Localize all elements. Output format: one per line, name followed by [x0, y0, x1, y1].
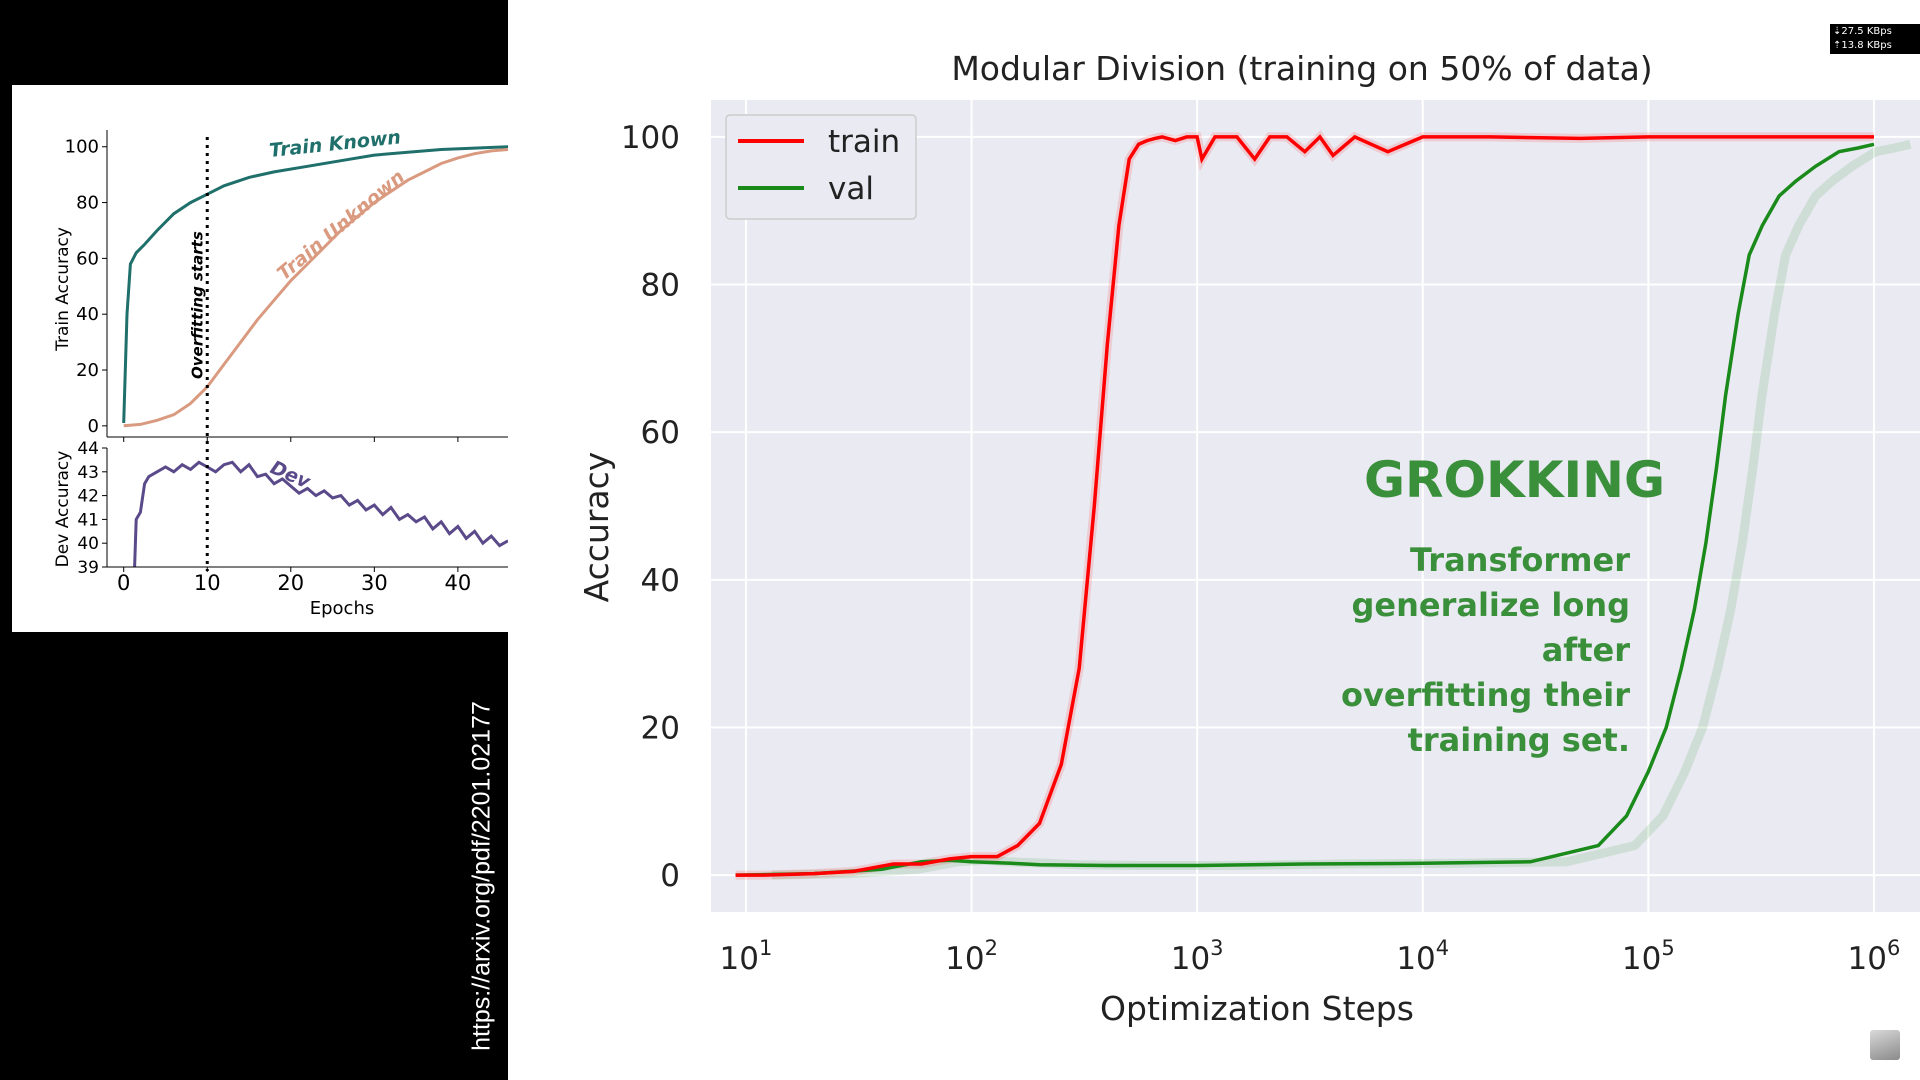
train-accuracy-y-tick-label: 0: [88, 416, 99, 437]
plot-area: [711, 100, 1920, 912]
dev-accuracy-y-tick-label: 44: [77, 439, 99, 459]
x-tick-label-exponent: 4: [1436, 936, 1449, 960]
train-line: [735, 134, 1874, 877]
train-accuracy-y-tick-label: 40: [76, 304, 99, 325]
x-tick-label-base: 10: [1396, 941, 1435, 977]
legend: train val: [725, 114, 917, 220]
x-tick-label: 105: [1622, 936, 1675, 977]
x-tick-label-base: 10: [1171, 941, 1210, 977]
y-axis-label: Accuracy: [577, 452, 616, 603]
grokking-heading: GROKKING: [1364, 451, 1665, 509]
download-speed: ⇣27.5 KBps: [1833, 26, 1892, 37]
network-speed-indicator: ⇣27.5 KBps ⇡13.8 KBps: [1830, 24, 1920, 54]
epochs-x-ticks: 0 10 20 30 40: [117, 567, 471, 595]
y-tick-label: 80: [641, 268, 680, 304]
legend-train-label: train: [828, 124, 900, 160]
dev-accuracy-y-ticks: 39 40 41 42 43 44: [77, 439, 107, 578]
grokking-note-line: overfitting their: [1341, 676, 1630, 714]
x-tick-label-base: 10: [945, 941, 984, 977]
x-tick-label-base: 10: [1622, 941, 1661, 977]
right-chart-panel: Modular Division (training on 50% of dat…: [508, 0, 1920, 1080]
train-known-line: [122, 145, 508, 424]
train-unknown-line: [123, 148, 508, 428]
dev-line: [133, 460, 508, 568]
left-chart-panel: 0 20 40 60 80 100 39 40 41 42 43 44 0 10 20 30 40 Over…: [12, 85, 508, 632]
dev-accuracy-y-tick-label: 39: [77, 558, 99, 578]
train-accuracy-y-tick-label: 20: [76, 360, 99, 381]
epochs-x-tick-label: 0: [117, 571, 130, 595]
x-tick-label: 102: [945, 936, 998, 977]
dev-accuracy-plot: 39 40 41 42 43 44 0 10 20 30 40: [77, 439, 508, 595]
y-tick-label: 20: [641, 710, 680, 746]
legend-val-label: val: [828, 171, 874, 207]
x-tick-label-base: 10: [720, 941, 759, 977]
x-tick-label: 104: [1396, 936, 1449, 977]
train-accuracy-plot: 0 20 40 60 80 100: [65, 130, 508, 442]
dev-accuracy-y-label: Dev Accuracy: [53, 451, 73, 568]
y-axis-ticks: 0 20 40 60 80 100: [621, 120, 680, 894]
dev-accuracy-y-tick-label: 40: [77, 534, 99, 554]
source-url-text: https://arxiv.org/pdf/2201.02177: [467, 701, 496, 1051]
dev-accuracy-y-tick-label: 42: [77, 487, 99, 507]
modular-division-chart: Modular Division (training on 50% of dat…: [577, 49, 1920, 1028]
epochs-x-tick-label: 30: [361, 571, 388, 595]
x-tick-label: 101: [720, 936, 773, 977]
train-accuracy-y-label: Train Accuracy: [53, 227, 73, 352]
val-line: [735, 142, 1875, 877]
x-axis-ticks: 101 102 103 104 105 106: [720, 936, 1901, 977]
upload-speed: ⇡13.8 KBps: [1833, 40, 1892, 51]
y-tick-label: 60: [641, 415, 680, 451]
dev-accuracy-y-tick-label: 43: [77, 463, 99, 483]
epochs-x-tick-label: 40: [445, 571, 472, 595]
grokking-note-line: generalize long: [1351, 586, 1630, 624]
y-tick-label: 0: [660, 858, 680, 894]
epochs-x-tick-label: 10: [194, 571, 221, 595]
grokking-note: Transformer generalize long after overfitti…: [1341, 541, 1630, 759]
y-tick-label: 40: [641, 563, 680, 599]
overfitting-starts-label: Overfitting starts: [188, 231, 206, 379]
train-accuracy-y-tick-label: 100: [65, 137, 99, 158]
x-tick-label-exponent: 5: [1661, 936, 1674, 960]
x-axis-label: Optimization Steps: [1100, 989, 1414, 1028]
x-tick-label-exponent: 1: [759, 936, 772, 960]
user-avatar-icon: [1870, 1030, 1900, 1060]
grokking-note-line: training set.: [1408, 721, 1630, 759]
x-tick-label-exponent: 6: [1887, 936, 1900, 960]
x-tick-label-exponent: 2: [985, 936, 998, 960]
epochs-x-label: Epochs: [310, 598, 375, 619]
x-tick-label-base: 10: [1848, 941, 1887, 977]
y-tick-label: 100: [621, 120, 680, 156]
grokking-note-line: after: [1542, 631, 1631, 669]
train-accuracy-y-ticks: 0 20 40 60 80 100: [65, 137, 107, 437]
train-accuracy-y-tick-label: 60: [76, 248, 99, 269]
train-accuracy-y-tick-label: 80: [76, 193, 99, 214]
x-tick-label-exponent: 3: [1210, 936, 1223, 960]
train-unknown-label: Train Unknown: [273, 166, 409, 285]
grokking-note-line: Transformer: [1410, 541, 1630, 579]
dev-accuracy-y-tick-label: 41: [77, 510, 99, 530]
epochs-x-tick-label: 20: [277, 571, 304, 595]
x-tick-label: 103: [1171, 936, 1224, 977]
chart-title: Modular Division (training on 50% of dat…: [951, 49, 1652, 88]
train-known-label: Train Known: [268, 126, 402, 162]
train-dev-accuracy-chart: 0 20 40 60 80 100 39 40 41 42 43 44 0 10 20 30 40 Over…: [53, 126, 508, 619]
grid-lines: [711, 100, 1920, 912]
x-tick-label: 106: [1848, 936, 1901, 977]
